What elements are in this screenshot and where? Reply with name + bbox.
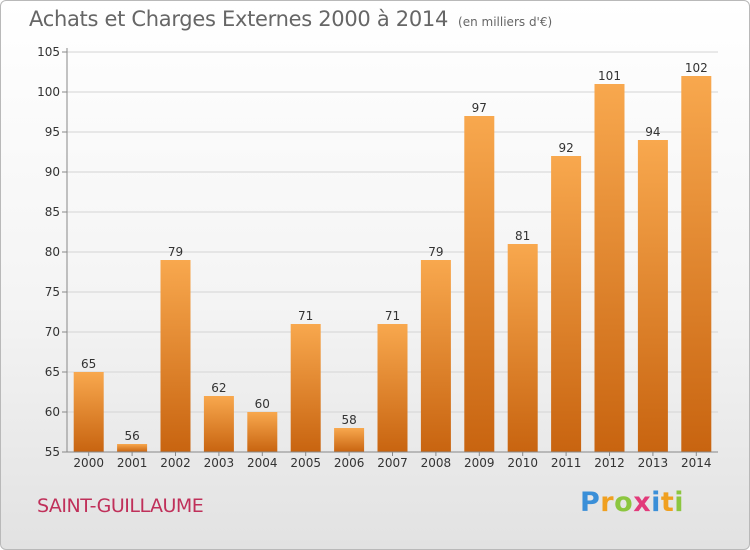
x-tick-label: 2011 [551, 456, 582, 470]
proxiti-logo[interactable]: Proxiti [580, 487, 685, 518]
bar-2013 [637, 140, 668, 452]
x-tick-label: 2004 [247, 456, 278, 470]
data-label: 97 [472, 101, 487, 115]
y-tick-label: 60 [45, 405, 60, 419]
y-tick-label: 65 [45, 365, 60, 379]
y-tick-label: 75 [45, 285, 60, 299]
bar-2003 [203, 396, 234, 452]
y-tick-label: 95 [45, 125, 60, 139]
data-label: 102 [685, 61, 708, 75]
data-label: 56 [124, 429, 139, 443]
x-tick-label: 2000 [73, 456, 104, 470]
bar-2011 [551, 156, 582, 452]
y-tick-label: 100 [37, 85, 60, 99]
bar-2002 [160, 260, 191, 452]
x-tick-label: 2008 [421, 456, 452, 470]
data-label: 79 [168, 245, 183, 259]
y-tick-label: 85 [45, 205, 60, 219]
bars: 65 56 79 62 60 71 58 71 79 97 81 92 101 94 102 [73, 61, 712, 452]
x-tick-label: 2012 [594, 456, 625, 470]
y-tick-label: 105 [37, 45, 60, 59]
bar-2001 [117, 444, 148, 452]
title-text: Achats et Charges Externes 2000 à 2014 [29, 7, 449, 31]
y-tick-label: 80 [45, 245, 60, 259]
x-tick-label: 2007 [377, 456, 408, 470]
data-label: 94 [645, 125, 660, 139]
chart-title: Achats et Charges Externes 2000 à 2014 (e… [29, 7, 552, 31]
axes: 55 60 65 70 75 80 85 90 95 100 105 2000 2001 2002 2003… [37, 45, 718, 470]
bar-2005 [290, 324, 321, 452]
data-label: 79 [428, 245, 443, 259]
data-label: 62 [211, 381, 226, 395]
x-tick-label: 2013 [638, 456, 669, 470]
y-tick-label: 90 [45, 165, 60, 179]
x-tick-label: 2005 [290, 456, 321, 470]
x-tick-label: 2009 [464, 456, 495, 470]
data-label: 71 [385, 309, 400, 323]
y-tick-label: 55 [45, 445, 60, 459]
y-tick-label: 70 [45, 325, 60, 339]
data-label: 81 [515, 229, 530, 243]
bar-2012 [594, 84, 625, 452]
x-tick-label: 2006 [334, 456, 365, 470]
bar-2004 [247, 412, 278, 452]
x-tick-label: 2001 [117, 456, 148, 470]
data-label: 71 [298, 309, 313, 323]
bar-2006 [334, 428, 365, 452]
data-label: 92 [558, 141, 573, 155]
x-tick-label: 2003 [204, 456, 235, 470]
x-tick-label: 2014 [681, 456, 712, 470]
title-unit: (en milliers d'€) [458, 15, 553, 29]
commune-name: SAINT-GUILLAUME [37, 495, 204, 517]
data-label: 65 [81, 357, 96, 371]
bar-2008 [420, 260, 451, 452]
bar-2014 [681, 76, 712, 452]
x-tick-label: 2010 [507, 456, 538, 470]
bar-2010 [507, 244, 538, 452]
data-label: 101 [598, 69, 621, 83]
data-label: 60 [255, 397, 270, 411]
bar-2009 [464, 116, 495, 452]
data-label: 58 [341, 413, 356, 427]
bar-2007 [377, 324, 408, 452]
x-tick-label: 2002 [160, 456, 191, 470]
bar-2000 [73, 372, 104, 452]
